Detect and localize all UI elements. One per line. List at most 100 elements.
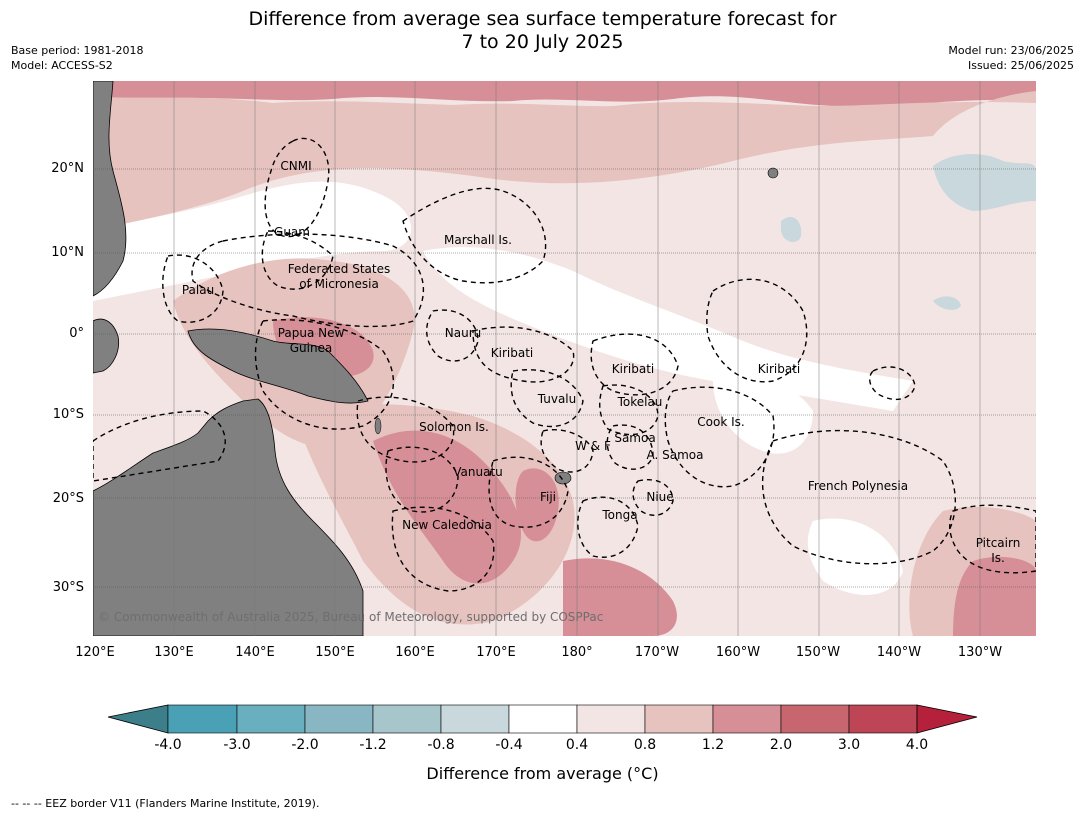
place-label-fsm-line1: Federated States xyxy=(287,262,391,276)
anomaly-zone-vanuatu-strong xyxy=(373,430,522,584)
place-label-kiribati-central: Kiribati xyxy=(611,362,655,376)
base-period-text: Base period: 1981-2018 xyxy=(11,44,144,57)
place-label-american-samoa: A. Samoa xyxy=(646,448,704,462)
lat-label-20s: 20°S xyxy=(52,491,84,506)
place-label-fsm-line2: of Micronesia xyxy=(299,277,379,291)
meta-right: Model run: 23/06/2025 Issued: 25/06/2025 xyxy=(948,43,1074,73)
eez-guam xyxy=(261,230,334,290)
eez-niue xyxy=(632,479,674,517)
lon-label-130w: 130°W xyxy=(957,645,1003,660)
colorbar-tick: 1.2 xyxy=(701,737,725,753)
model-run-text: Model run: 23/06/2025 xyxy=(948,44,1074,57)
anomaly-zone-north-strong xyxy=(93,81,1036,108)
colorbar-label: Difference from average (°C) xyxy=(426,764,659,783)
colorbar-segment-0 xyxy=(107,704,169,734)
land-fiji xyxy=(554,471,572,485)
anomaly-zone-north xyxy=(93,91,1036,231)
colorbar-tick: -2.0 xyxy=(291,737,319,753)
copyright-notice: © Commonwealth of Australia 2025, Bureau… xyxy=(98,610,604,624)
colorbar-segment-6 xyxy=(508,704,578,734)
eez-wallis-futuna xyxy=(540,429,594,473)
colorbar-segment-3 xyxy=(304,704,374,734)
colorbar-tick: 4.0 xyxy=(905,737,929,753)
place-label-kiribati-west: Kiribati xyxy=(490,346,534,360)
anomaly-zone-cool-patch xyxy=(781,216,802,243)
eez-palau xyxy=(162,254,224,323)
title-line-2: 7 to 20 July 2025 xyxy=(461,31,624,53)
eez-french-polynesia xyxy=(761,429,956,565)
colorbar-tick: 2.0 xyxy=(769,737,793,753)
eez-fiji xyxy=(488,456,569,528)
lon-label-120e: 120°E xyxy=(75,645,115,660)
place-label-new-caledonia: New Caledonia xyxy=(402,518,492,532)
eez-cnmi xyxy=(264,137,330,238)
sst-anomaly-map xyxy=(93,81,1036,636)
place-label-tuvalu: Tuvalu xyxy=(537,392,577,406)
colorbar-segment-10 xyxy=(780,704,850,734)
colorbar-segment-8 xyxy=(644,704,714,734)
colorbar xyxy=(107,704,978,734)
colorbar-segment-2 xyxy=(236,704,306,734)
land-hawaii xyxy=(767,167,779,179)
place-label-kiribati-east: Kiribati xyxy=(757,362,801,376)
place-label-solomon-is: Solomon Is. xyxy=(419,420,489,434)
eez-nauru xyxy=(426,309,479,362)
lat-label-20n: 20°N xyxy=(51,161,84,176)
eez-cook-is xyxy=(664,386,775,488)
place-label-png-line1: Papua New xyxy=(277,326,345,340)
place-label-niue: Niue xyxy=(646,490,674,504)
lon-label-130e: 130°E xyxy=(154,645,194,660)
place-label-marshall-is: Marshall Is. xyxy=(444,233,512,247)
anomaly-zone-west-neutral xyxy=(93,181,412,301)
colorbar-tick: 0.8 xyxy=(633,737,657,753)
colorbar-tick: 3.0 xyxy=(837,737,861,753)
colorbar-tick: -0.4 xyxy=(495,737,523,753)
meta-left: Base period: 1981-2018 Model: ACCESS-S2 xyxy=(11,43,143,73)
lon-label-170e: 170°E xyxy=(476,645,516,660)
colorbar-segment-4 xyxy=(372,704,442,734)
anomaly-zone-south-neutral-2 xyxy=(807,518,903,595)
eez-kiribati-east xyxy=(706,278,808,383)
colorbar-segment-5 xyxy=(440,704,510,734)
land-australia xyxy=(93,398,364,636)
place-label-tonga: Tonga xyxy=(602,508,638,522)
place-label-vanuatu: Vanuatu xyxy=(453,465,503,479)
lon-label-140e: 140°E xyxy=(235,645,275,660)
eez-samoa xyxy=(606,424,654,470)
place-label-png-line2: Guinea xyxy=(289,341,333,355)
place-label-cnmi: CNMI xyxy=(280,159,312,173)
title-line-1: Difference from average sea surface temp… xyxy=(248,8,837,30)
eez-tuvalu xyxy=(510,369,584,428)
lon-label-150w: 150°W xyxy=(795,645,841,660)
lon-label-150e: 150°E xyxy=(315,645,355,660)
eez-png xyxy=(254,319,395,430)
anomaly-zone-fiji-strong xyxy=(515,468,559,542)
lon-label-160e: 160°E xyxy=(395,645,435,660)
eez-australia-north xyxy=(93,410,226,482)
anomaly-zone-cool-patch-2 xyxy=(933,296,961,310)
lat-label-10s: 10°S xyxy=(52,407,84,422)
place-label-guam: Guam xyxy=(274,225,310,239)
lat-label-30s: 30°S xyxy=(52,580,84,595)
colorbar-tick: -0.8 xyxy=(427,737,455,753)
place-label-palau: Palau xyxy=(181,283,215,297)
colorbar-segment-7 xyxy=(576,704,646,734)
lon-label-140w: 140°W xyxy=(876,645,922,660)
colorbar-tick: -3.0 xyxy=(223,737,251,753)
land-solomon-is xyxy=(374,417,382,435)
place-label-fiji: Fiji xyxy=(539,490,557,504)
colorbar-tick: -1.2 xyxy=(359,737,387,753)
eez-tokelau xyxy=(599,384,659,436)
anomaly-zone-central-neutral xyxy=(423,247,913,411)
place-label-pitcairn-line1: Pitcairn xyxy=(975,536,1021,550)
place-label-tokelau: Tokelau xyxy=(617,395,663,409)
colorbar-tick: 0.4 xyxy=(565,737,589,753)
colorbar-segment-11 xyxy=(848,704,918,734)
lon-label-170w: 170°W xyxy=(634,645,680,660)
eez-pitcairn xyxy=(949,504,1036,574)
place-label-nauru: Nauru xyxy=(444,326,482,340)
anomaly-zone-south-strong xyxy=(563,558,677,636)
colorbar-tick: -4.0 xyxy=(154,737,182,753)
land-indonesia xyxy=(93,318,120,374)
colorbar-segment-12 xyxy=(916,704,978,734)
